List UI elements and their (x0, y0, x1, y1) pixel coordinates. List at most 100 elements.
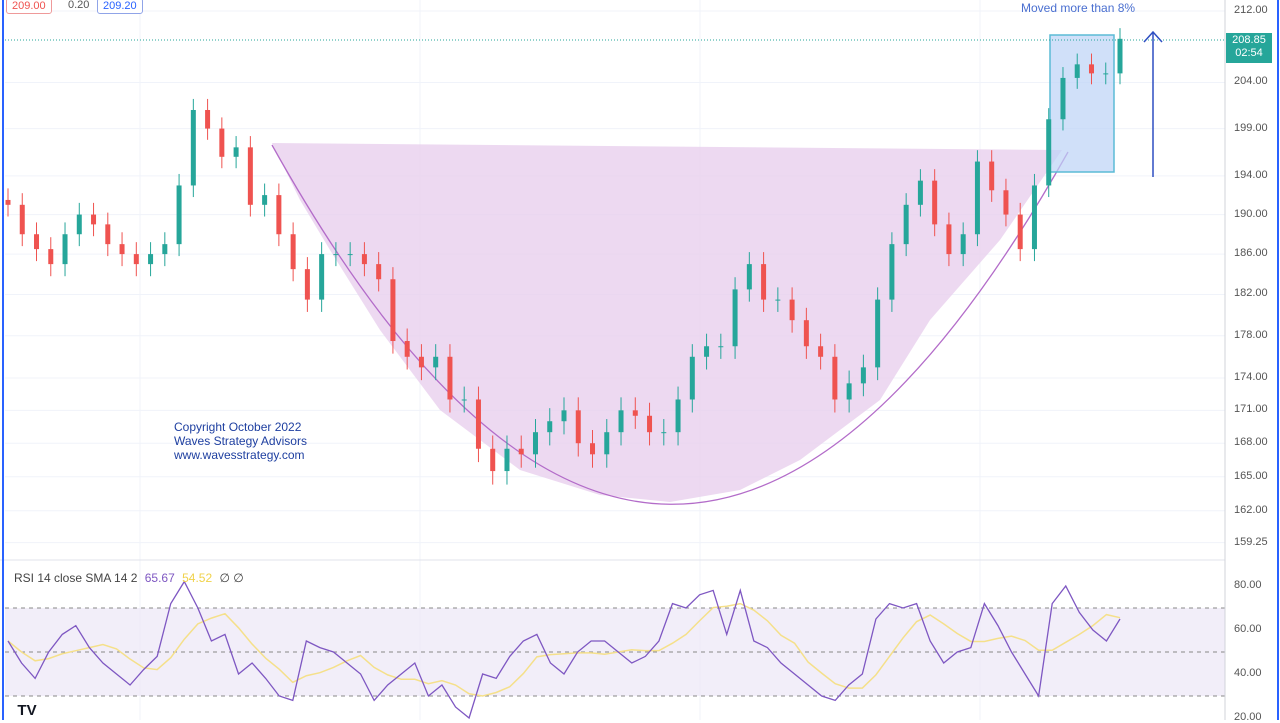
candle (418, 356, 424, 368)
candle (1031, 185, 1037, 250)
price-tick: 165.00 (1234, 469, 1268, 482)
breakout-box (1049, 34, 1115, 173)
last-price-value: 208.85 (1232, 34, 1266, 46)
candle (319, 254, 325, 300)
candle (775, 299, 781, 301)
candle (732, 289, 738, 347)
candle (447, 356, 453, 400)
candle (290, 234, 296, 270)
price-tick: 159.25 (1234, 535, 1268, 548)
price-tick: 178.00 (1234, 328, 1268, 341)
up-arrow-icon (1143, 30, 1163, 177)
candle (148, 254, 154, 265)
rsi-tick: 80.00 (1234, 579, 1262, 591)
candle (903, 204, 909, 245)
price-tick: 186.00 (1234, 247, 1268, 260)
price-tick: 162.00 (1234, 503, 1268, 516)
ask-price[interactable]: 209.20 (97, 0, 143, 14)
price-tick: 204.00 (1234, 75, 1268, 88)
candle (390, 279, 396, 342)
copyright-line: Copyright October 2022 (174, 420, 302, 434)
candle (618, 410, 624, 433)
candle (475, 399, 481, 449)
candle (575, 410, 581, 444)
last-price-label: 208.85 02:54 (1226, 33, 1272, 63)
candle (1003, 190, 1009, 215)
candle (433, 356, 439, 368)
candle (689, 356, 695, 400)
candle (91, 214, 97, 225)
candle (532, 432, 538, 455)
rsi-legend-extra: ∅ ∅ (219, 571, 244, 585)
candle (632, 410, 638, 416)
rsi-legend-sma: 54.52 (182, 571, 213, 585)
candle (875, 299, 881, 368)
candle (361, 254, 367, 265)
candle (989, 161, 995, 191)
candle (34, 234, 40, 250)
candle (190, 109, 196, 186)
candle (262, 195, 268, 205)
candle (746, 264, 752, 290)
candle (62, 234, 68, 265)
moved-annotation: Moved more than 8% (1021, 1, 1136, 15)
candle (946, 224, 952, 255)
candle (1046, 119, 1052, 186)
candle (860, 367, 866, 384)
candle (1017, 214, 1023, 250)
candle (932, 180, 938, 225)
candle (1117, 38, 1123, 74)
candle (376, 264, 382, 280)
candle (832, 356, 838, 400)
candle (276, 195, 282, 235)
bid-price[interactable]: 209.00 (6, 0, 52, 14)
candle (803, 320, 809, 347)
candle (176, 185, 182, 245)
rsi-legend[interactable]: RSI 14 close SMA 14 2 65.67 54.52 ∅ ∅ (14, 571, 244, 585)
price-tick: 212.00 (1234, 4, 1268, 16)
candle (119, 244, 125, 255)
candle (233, 147, 239, 157)
price-tick: 182.00 (1234, 287, 1268, 300)
company-line: Waves Strategy Advisors (174, 434, 307, 448)
candle (818, 346, 824, 357)
candle (590, 443, 596, 455)
rsi-legend-label: RSI 14 close SMA 14 2 (14, 571, 138, 585)
price-tick: 194.00 (1234, 168, 1268, 181)
candle (333, 254, 339, 256)
candle (5, 199, 11, 205)
candle (704, 346, 710, 357)
candle (789, 299, 795, 321)
candle (1060, 77, 1066, 120)
candle (1088, 64, 1094, 74)
candle (761, 264, 767, 300)
candle (105, 224, 111, 245)
price-tick: 171.00 (1234, 403, 1268, 416)
candle (718, 346, 724, 348)
candle (661, 432, 667, 434)
price-tick: 190.00 (1234, 207, 1268, 220)
candle (19, 204, 25, 235)
candle (518, 448, 524, 455)
rsi-tick: 60.00 (1234, 623, 1262, 635)
candle (48, 249, 54, 265)
rsi-legend-value: 65.67 (144, 571, 175, 585)
candle (219, 128, 225, 157)
candle (1074, 64, 1080, 78)
candle (974, 161, 980, 235)
candle (561, 410, 567, 422)
candle (133, 254, 139, 265)
candle (490, 448, 496, 472)
price-tick: 199.00 (1234, 121, 1268, 134)
candle (960, 234, 966, 255)
candle (889, 244, 895, 300)
candles (5, 28, 1123, 485)
candle (647, 415, 653, 433)
candle (461, 399, 467, 401)
candle (304, 269, 310, 300)
rsi-tick: 20.00 (1234, 711, 1262, 723)
tradingview-logo-icon[interactable]: TV (10, 699, 44, 723)
candle (675, 399, 681, 433)
candle (1103, 73, 1109, 75)
